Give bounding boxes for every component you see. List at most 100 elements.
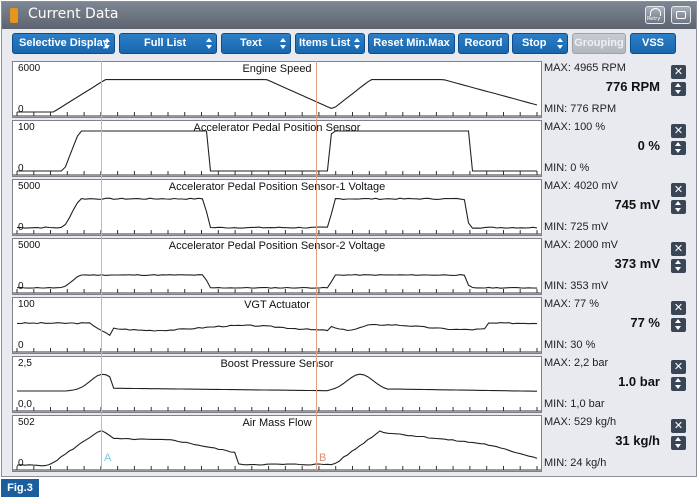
current-value: 373 mV xyxy=(614,256,660,271)
current-value: 31 kg/h xyxy=(615,433,660,448)
close-icon[interactable]: ✕ xyxy=(671,124,686,138)
close-icon[interactable]: ✕ xyxy=(671,242,686,256)
window-toggle-button[interactable] xyxy=(671,6,691,24)
reorder-arrows-icon[interactable] xyxy=(671,259,686,273)
updown-arrow-icon xyxy=(104,38,110,49)
reorder-arrows-icon[interactable] xyxy=(671,436,686,450)
max-value: MAX: 529 kg/h xyxy=(544,416,617,428)
cursor-b-label: B xyxy=(319,452,327,464)
axis-min-label: 0 xyxy=(18,281,24,292)
axis-min-label: 0 xyxy=(18,340,24,351)
axis-max-label: 100 xyxy=(18,299,35,310)
selective-display-label: Selective Display xyxy=(19,37,109,49)
reorder-arrows-icon[interactable] xyxy=(671,82,686,96)
min-value: MIN: 1,0 bar xyxy=(544,398,605,410)
min-value: MIN: 725 mV xyxy=(544,221,609,233)
signal-name: Engine Speed xyxy=(242,63,312,75)
figure-label: Fig.3 xyxy=(1,479,39,497)
axis-min-label: 0 xyxy=(18,222,24,233)
max-value: MAX: 2,2 bar xyxy=(544,357,609,369)
cursor-line-a[interactable] xyxy=(101,61,102,470)
selective-display-button[interactable]: Selective Display xyxy=(12,33,115,54)
close-icon[interactable]: ✕ xyxy=(671,183,686,197)
window-icon xyxy=(676,11,686,19)
reorder-arrows-icon[interactable] xyxy=(671,377,686,391)
waveform-line xyxy=(16,322,538,337)
signal-graph-3[interactable]: Accelerator Pedal Position Sensor-2 Volt… xyxy=(12,238,542,295)
min-value: MIN: 353 mV xyxy=(544,280,609,292)
signal-readout-4: MAX: 77 % 77 % MIN: 30 % ✕ xyxy=(544,298,690,355)
axis-max-label: 5000 xyxy=(18,240,41,251)
cursor-line-b[interactable] xyxy=(316,61,317,470)
waveform-line xyxy=(16,274,538,289)
signal-graph-1[interactable]: Accelerator Pedal Position Sensor 100 0 xyxy=(12,120,542,177)
updown-arrow-icon xyxy=(557,38,563,49)
signal-graph-4[interactable]: VGT Actuator 100 0 xyxy=(12,297,542,354)
text-button[interactable]: Text xyxy=(221,33,291,54)
record-button[interactable]: Record xyxy=(458,33,509,54)
retry-icon xyxy=(650,8,661,16)
signal-readout-3: MAX: 2000 mV 373 mV MIN: 353 mV ✕ xyxy=(544,239,690,296)
signal-name: Accelerator Pedal Position Sensor-1 Volt… xyxy=(168,181,386,193)
min-value: MIN: 0 % xyxy=(544,162,590,174)
min-value: MIN: 776 RPM xyxy=(544,103,617,115)
current-value: 0 % xyxy=(637,138,660,153)
axis-max-label: 2,5 xyxy=(18,358,32,369)
axis-max-label: 502 xyxy=(18,417,35,428)
reorder-arrows-icon[interactable] xyxy=(671,318,686,332)
window-title: Current Data xyxy=(28,6,119,22)
reset-min-max-button[interactable]: Reset Min.Max xyxy=(368,33,455,54)
waveform-line xyxy=(16,430,538,467)
signal-name: VGT Actuator xyxy=(244,299,310,311)
signal-readout-5: MAX: 2,2 bar 1.0 bar MIN: 1,0 bar ✕ xyxy=(544,357,690,414)
full-list-button[interactable]: Full List xyxy=(119,33,217,54)
waveform-line xyxy=(17,130,537,172)
full-list-label: Full List xyxy=(144,37,187,49)
retry-label: Retry xyxy=(647,16,661,22)
signal-name: Accelerator Pedal Position Sensor xyxy=(193,122,361,134)
signal-name: Air Mass Flow xyxy=(242,417,312,429)
waveform-svg xyxy=(13,430,541,471)
signal-name: Boost Pressure Sensor xyxy=(220,358,334,370)
vss-button[interactable]: VSS xyxy=(630,33,676,54)
signal-readout-1: MAX: 100 % 0 % MIN: 0 % ✕ xyxy=(544,121,690,178)
waveform-line xyxy=(17,373,537,392)
current-value: 745 mV xyxy=(614,197,660,212)
grouping-button[interactable]: Grouping xyxy=(572,33,626,54)
max-value: MAX: 2000 mV xyxy=(544,239,618,251)
signal-readout-0: MAX: 4965 RPM 776 RPM MIN: 776 RPM ✕ xyxy=(544,62,690,119)
current-value: 1.0 bar xyxy=(618,374,660,389)
min-value: MIN: 24 kg/h xyxy=(544,457,607,469)
updown-arrow-icon xyxy=(280,38,286,49)
reorder-arrows-icon[interactable] xyxy=(671,141,686,155)
cursor-a-label: A xyxy=(104,452,112,464)
stop-button[interactable]: Stop xyxy=(512,33,568,54)
axis-min-label: 0,0 xyxy=(18,399,32,410)
updown-arrow-icon xyxy=(354,38,360,49)
updown-arrow-icon xyxy=(206,38,212,49)
stop-label: Stop xyxy=(522,37,547,49)
signal-name: Accelerator Pedal Position Sensor-2 Volt… xyxy=(168,240,386,252)
signal-graph-6[interactable]: Air Mass Flow 502 0 xyxy=(12,415,542,472)
max-value: MAX: 77 % xyxy=(544,298,600,310)
close-icon[interactable]: ✕ xyxy=(671,360,686,374)
close-icon[interactable]: ✕ xyxy=(671,301,686,315)
signal-graph-5[interactable]: Boost Pressure Sensor 2,5 0,0 xyxy=(12,356,542,413)
signal-graph-2[interactable]: Accelerator Pedal Position Sensor-1 Volt… xyxy=(12,179,542,236)
axis-min-label: 0 xyxy=(18,163,24,174)
reorder-arrows-icon[interactable] xyxy=(671,200,686,214)
signal-readout-6: MAX: 529 kg/h 31 kg/h MIN: 24 kg/h ✕ xyxy=(544,416,690,473)
close-icon[interactable]: ✕ xyxy=(671,419,686,433)
items-list-button[interactable]: Items List xyxy=(295,33,365,54)
waveform-line xyxy=(16,197,538,229)
axis-min-label: 0 xyxy=(18,458,24,469)
axis-max-label: 6000 xyxy=(18,63,41,74)
retry-button[interactable]: Retry xyxy=(645,6,665,24)
items-list-label: Items List xyxy=(299,37,351,49)
signal-graph-0[interactable]: Engine Speed 6000 0 xyxy=(12,61,542,118)
signal-readout-2: MAX: 4020 mV 745 mV MIN: 725 mV ✕ xyxy=(544,180,690,237)
axis-max-label: 5000 xyxy=(18,181,41,192)
close-icon[interactable]: ✕ xyxy=(671,65,686,79)
max-value: MAX: 4020 mV xyxy=(544,180,618,192)
waveform-line xyxy=(17,79,538,113)
